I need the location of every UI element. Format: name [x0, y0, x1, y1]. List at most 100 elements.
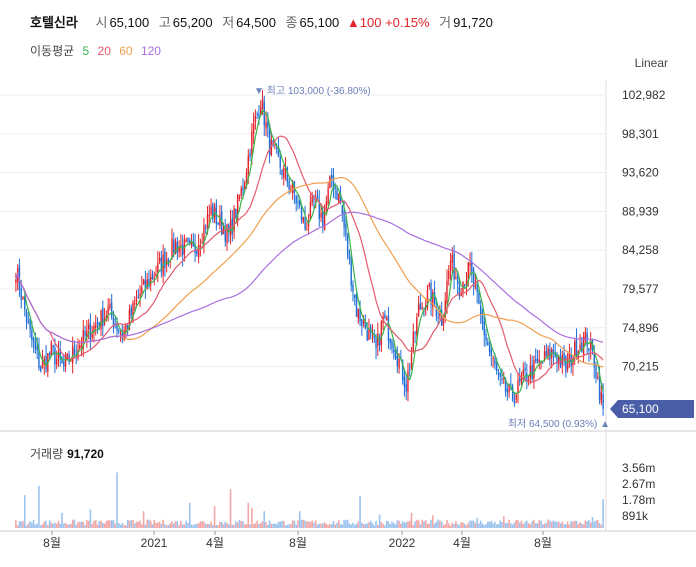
candle-body	[164, 251, 166, 269]
candle-body	[396, 356, 399, 366]
volume-bar	[275, 524, 278, 528]
volume-bar	[70, 523, 72, 528]
volume-bar	[256, 520, 258, 528]
volume-bar	[311, 520, 313, 528]
candle-body	[503, 377, 505, 379]
volume-bar	[91, 523, 93, 528]
candle-body	[456, 277, 459, 285]
ma120-legend[interactable]: 120	[140, 44, 161, 58]
candle-body	[492, 358, 494, 360]
candle-body	[394, 348, 397, 359]
volume-bar	[515, 519, 517, 528]
volume-bar	[82, 521, 85, 528]
volume-bar	[212, 524, 214, 528]
volume-bar	[300, 519, 303, 528]
candle-body	[600, 392, 603, 403]
candle-body	[316, 195, 319, 201]
candle-body	[588, 348, 590, 351]
volume-bar	[144, 524, 147, 528]
volume-bar	[391, 521, 393, 528]
volume-bar	[169, 523, 172, 528]
candle-body	[171, 238, 173, 259]
candle-body	[398, 359, 400, 369]
close-value: 65,100	[299, 15, 340, 30]
candle-body	[222, 228, 225, 235]
candle-body	[391, 340, 393, 349]
volume-bar	[45, 520, 47, 528]
candle-body	[306, 228, 308, 230]
candle-body	[472, 269, 475, 287]
volume-bar	[563, 524, 565, 528]
candle-body	[455, 277, 457, 279]
volume-bar	[421, 519, 423, 528]
candle-body	[302, 217, 305, 222]
candle-body	[73, 349, 76, 355]
volume-bar	[502, 516, 505, 528]
volume-bar	[295, 524, 297, 528]
volume-bar	[267, 524, 269, 528]
volume-bar	[458, 525, 461, 528]
volume-bar	[559, 523, 562, 528]
volume-bar	[518, 522, 521, 528]
volume-bar	[59, 523, 62, 528]
volume-bar	[439, 520, 441, 528]
volume-bar	[476, 517, 478, 528]
x-tick-label: 4월	[453, 536, 471, 550]
volume-bar	[117, 523, 120, 528]
volume-bar	[210, 521, 212, 528]
volume-tick-label: 891k	[622, 509, 649, 523]
candle-body	[453, 253, 455, 280]
volume-bar	[401, 521, 404, 528]
ma-legend[interactable]: 이동평균 5 20 60 120	[30, 42, 166, 59]
candle-body	[84, 331, 86, 337]
volume-bar	[284, 525, 287, 528]
candle-body	[24, 296, 26, 310]
volume-bar	[549, 520, 551, 528]
volume-bar	[188, 502, 191, 528]
volume-bar	[534, 523, 537, 528]
volume-bar	[595, 520, 597, 528]
ma5-legend[interactable]: 5	[82, 44, 90, 58]
volume-bar	[371, 522, 374, 528]
candle-body	[300, 208, 303, 220]
candle-body	[409, 369, 411, 371]
ma20-legend[interactable]: 20	[97, 44, 111, 58]
volume-bar	[251, 507, 253, 528]
candle-body	[547, 348, 549, 357]
candle-body	[144, 280, 147, 289]
volume-bar	[242, 521, 244, 528]
candle-body	[32, 337, 35, 343]
candle-body	[206, 213, 209, 228]
volume-bar	[327, 525, 329, 528]
volume-bar	[478, 523, 480, 528]
volume-bar	[573, 520, 576, 528]
candle-body	[203, 224, 205, 245]
volume-bar	[155, 522, 157, 528]
volume-bar	[213, 506, 216, 528]
volume-bar	[233, 524, 235, 528]
candle-body	[61, 357, 63, 363]
volume-bar	[591, 517, 594, 528]
volume-bar	[23, 495, 26, 528]
volume-bar	[240, 521, 242, 528]
volume-bar	[355, 523, 358, 528]
volume-bar	[307, 521, 310, 528]
candle-body	[160, 257, 163, 273]
candle-body	[501, 379, 503, 381]
volume-bar	[66, 524, 69, 528]
volume-bar	[270, 523, 273, 528]
candle-body	[146, 279, 148, 288]
candle-body	[268, 124, 271, 155]
candle-body	[385, 318, 388, 321]
volume-bar	[497, 523, 500, 528]
scale-mode-button[interactable]: Linear	[634, 56, 668, 70]
volume-bar	[348, 523, 351, 528]
candle-body	[270, 139, 273, 156]
ma60-legend[interactable]: 60	[119, 44, 133, 58]
volume-bar	[485, 524, 487, 528]
candle-body	[199, 244, 202, 247]
volume-bar	[52, 523, 54, 528]
candle-body	[174, 241, 177, 254]
candle-body	[510, 384, 512, 386]
